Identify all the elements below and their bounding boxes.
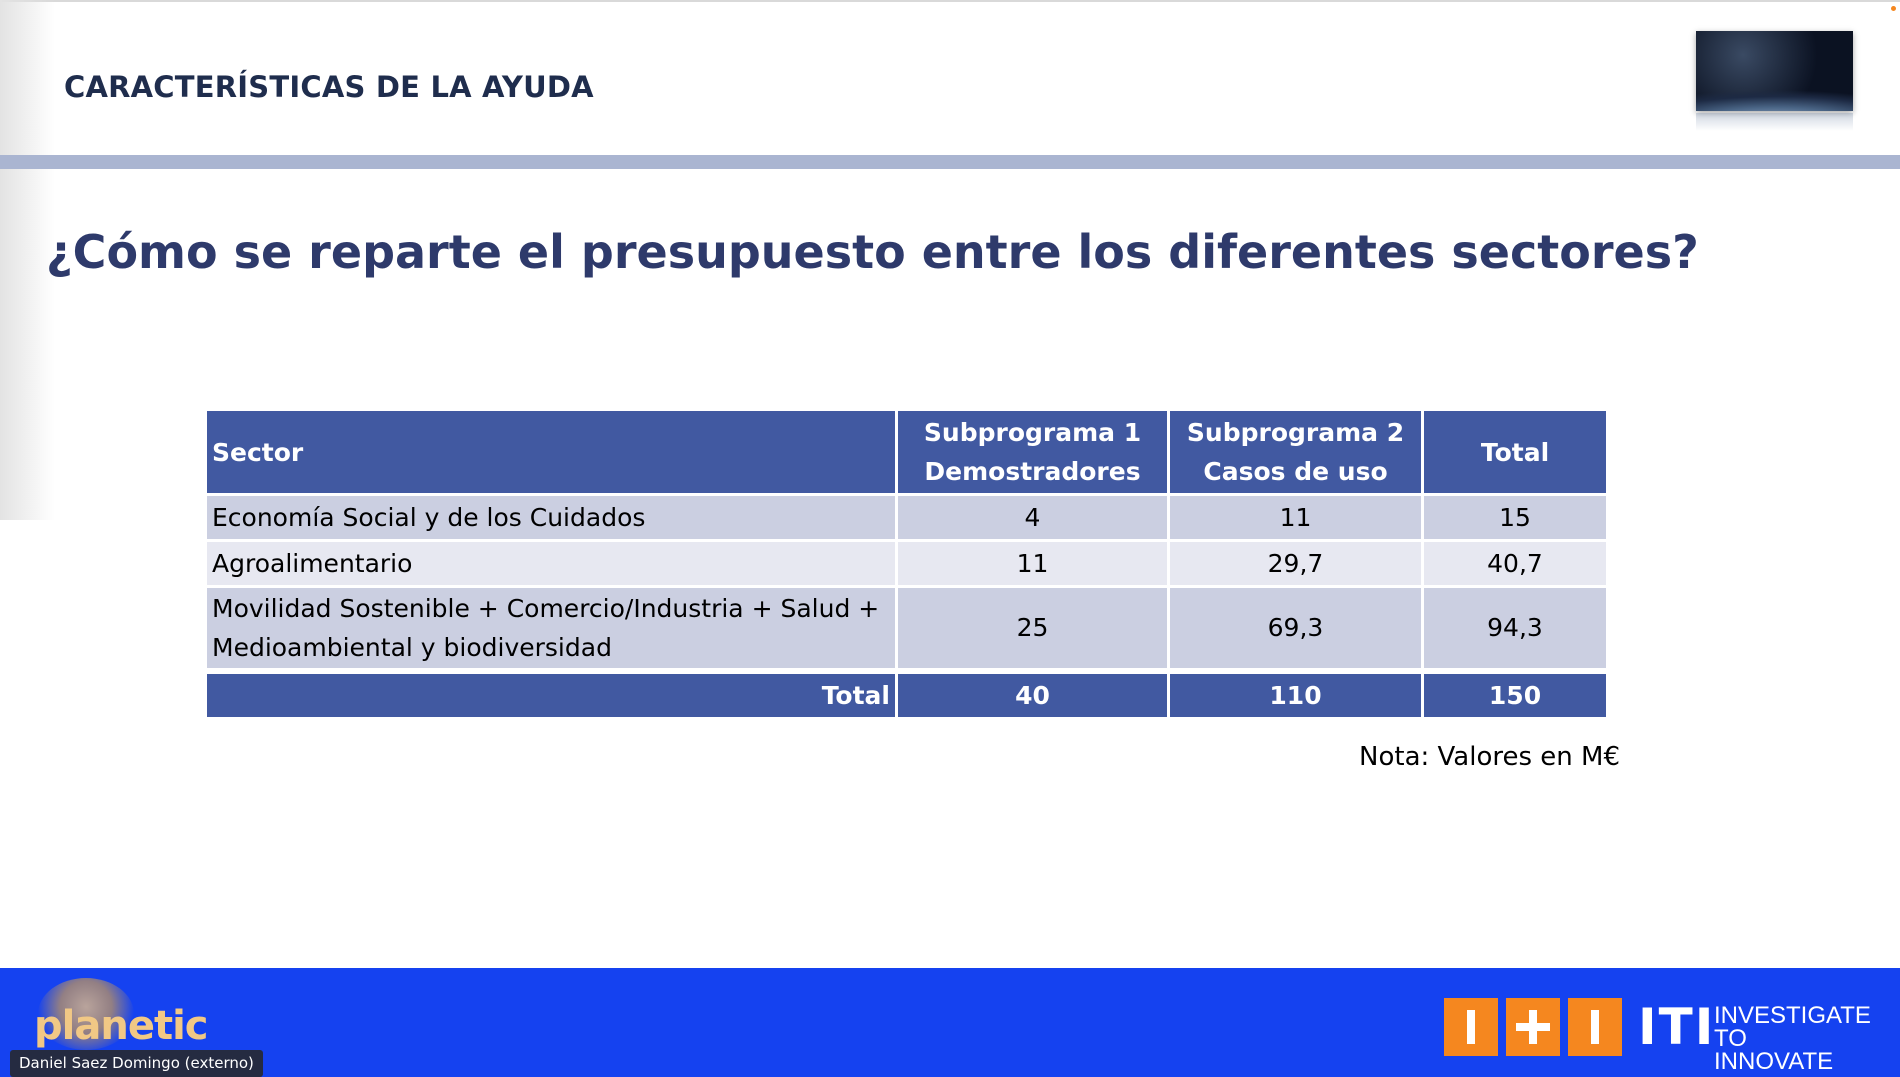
planetic-logo: planetic bbox=[34, 1003, 208, 1049]
iti-tagline: INVESTIGATE TO INNOVATE bbox=[1714, 1002, 1871, 1075]
row-sector: Agroalimentario bbox=[204, 539, 898, 588]
totals-sub1: 40 bbox=[895, 667, 1170, 720]
iti-tagline-line1: INVESTIGATE bbox=[1714, 1002, 1871, 1029]
row-sub1-value: 25 bbox=[895, 585, 1170, 672]
iti-bar-icon bbox=[1568, 998, 1622, 1056]
row-total-value: 40,7 bbox=[1421, 539, 1609, 588]
header-divider-bar bbox=[0, 155, 1900, 169]
table-totals-row: Total 40 110 150 bbox=[204, 667, 1609, 720]
header-total: Total bbox=[1421, 408, 1609, 496]
row-sector-line2: Medioambiental y biodiversidad bbox=[212, 632, 612, 662]
row-total-value: 94,3 bbox=[1421, 585, 1609, 672]
iti-wordmark: ITI bbox=[1638, 998, 1716, 1056]
planetic-globe-icon bbox=[38, 978, 134, 1050]
row-sub2-value: 69,3 bbox=[1167, 585, 1424, 672]
budget-table: Sector Subprograma 1 Demostradores Subpr… bbox=[204, 408, 1609, 720]
earth-image bbox=[1696, 31, 1853, 111]
participant-name-label: Daniel Saez Domingo (externo) bbox=[10, 1050, 263, 1077]
iti-plus-icon bbox=[1506, 998, 1560, 1056]
slide-left-shadow bbox=[0, 0, 55, 520]
recording-indicator-dot bbox=[1891, 6, 1896, 11]
slide-section-title: CARACTERÍSTICAS DE LA AYUDA bbox=[64, 70, 594, 104]
row-total-value: 15 bbox=[1421, 493, 1609, 542]
earth-image-reflection bbox=[1696, 113, 1853, 131]
row-sub1-value: 4 bbox=[895, 493, 1170, 542]
row-sub2-value: 11 bbox=[1167, 493, 1424, 542]
iti-tagline-line2: TO INNOVATE bbox=[1714, 1025, 1834, 1075]
row-sector: Economía Social y de los Cuidados bbox=[204, 493, 898, 542]
row-sector-line1: Movilidad Sostenible + Comercio/Industri… bbox=[212, 593, 880, 623]
iti-logo: ITI INVESTIGATE TO INNOVATE bbox=[1444, 998, 1871, 1074]
header-subprograma-1: Subprograma 1 Demostradores bbox=[895, 408, 1170, 496]
header-sector: Sector bbox=[204, 408, 898, 496]
totals-sub2: 110 bbox=[1167, 667, 1424, 720]
header-sub1-line1: Subprograma 1 bbox=[923, 418, 1142, 447]
window-top-border bbox=[0, 0, 1900, 2]
table-header-row: Sector Subprograma 1 Demostradores Subpr… bbox=[204, 408, 1609, 496]
row-sub2-value: 29,7 bbox=[1167, 539, 1424, 588]
header-sub2-line1: Subprograma 2 bbox=[1186, 418, 1405, 447]
header-sub1-line2: Demostradores bbox=[924, 457, 1141, 486]
values-note: Nota: Valores en M€ bbox=[1359, 742, 1620, 772]
iti-bar-icon bbox=[1444, 998, 1498, 1056]
totals-total: 150 bbox=[1421, 667, 1609, 720]
header-subprograma-2: Subprograma 2 Casos de uso bbox=[1167, 408, 1424, 496]
table-row: Agroalimentario 11 29,7 40,7 bbox=[204, 539, 1609, 588]
table-row: Economía Social y de los Cuidados 4 11 1… bbox=[204, 493, 1609, 542]
row-sub1-value: 11 bbox=[895, 539, 1170, 588]
row-sector: Movilidad Sostenible + Comercio/Industri… bbox=[204, 585, 898, 672]
slide-question-heading: ¿Cómo se reparte el presupuesto entre lo… bbox=[46, 225, 1699, 279]
header-sub2-line2: Casos de uso bbox=[1203, 457, 1388, 486]
totals-label: Total bbox=[204, 667, 898, 720]
table-row: Movilidad Sostenible + Comercio/Industri… bbox=[204, 585, 1609, 672]
